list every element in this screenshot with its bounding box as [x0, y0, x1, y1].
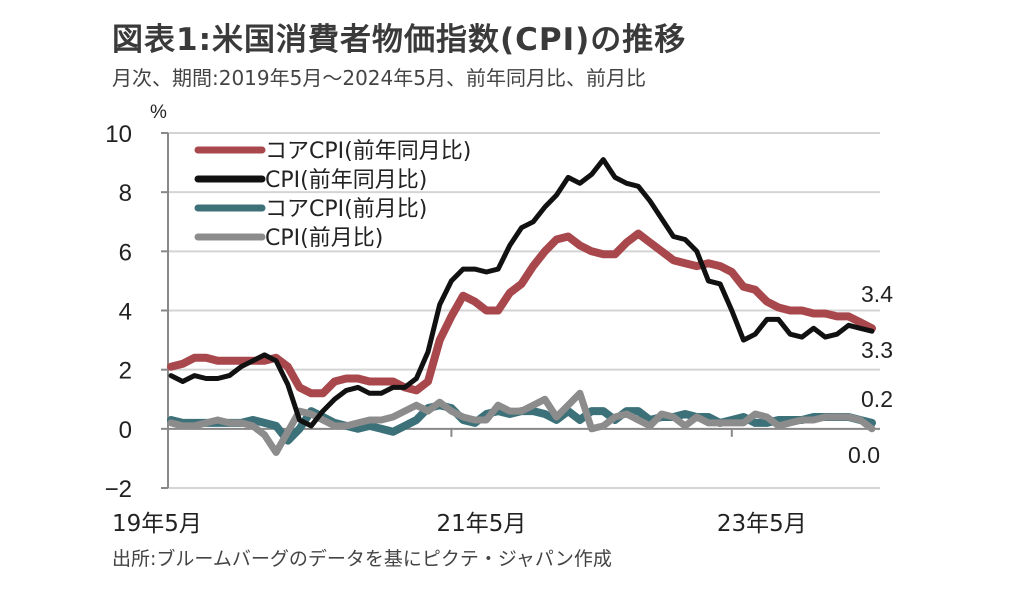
end-value-label: 0.2	[861, 386, 893, 412]
core-cpi-yoy-line	[167, 229, 876, 398]
series-lines	[167, 157, 876, 456]
gridlines	[168, 132, 880, 489]
legend: コアCPI(前年同月比) CPI(前年同月比) コアCPI(前月比) CPI(前月比)	[194, 139, 471, 251]
x-tick-label: 23年5月	[717, 511, 807, 537]
y-tick-label: 10	[105, 121, 132, 148]
legend-label: コアCPI(前年同月比)	[265, 139, 471, 164]
y-tick-label: 2	[119, 358, 132, 385]
legend-label: CPI(前年同月比)	[265, 168, 427, 193]
end-value-label: 0.0	[848, 442, 880, 468]
end-value-label: 3.3	[861, 337, 893, 363]
axes: −2 0 2 4 6 8 10 19年5月 21年5月 23年5月	[105, 121, 880, 537]
x-tick-label: 19年5月	[112, 511, 202, 537]
y-tick-label: 0	[119, 417, 132, 444]
legend-label: CPI(前月比)	[265, 226, 383, 251]
chart-title: 図表1:米国消費者物価指数(CPI)の推移	[112, 22, 687, 58]
x-tick-label: 21年5月	[436, 511, 526, 537]
y-tick-label: 6	[119, 239, 132, 266]
y-tick-label: 8	[119, 180, 132, 207]
y-tick-label: 4	[119, 299, 132, 326]
end-value-label: 3.4	[861, 281, 893, 307]
cpi-yoy-line	[168, 157, 875, 429]
end-labels: 3.4 3.3 0.2 0.0	[848, 281, 893, 468]
chart-subtitle: 月次、期間:2019年5月～2024年5月、前年同月比、前月比	[112, 66, 646, 90]
legend-label: コアCPI(前月比)	[265, 197, 427, 222]
source-note: 出所:ブルームバーグのデータを基にピクテ・ジャパン作成	[112, 548, 612, 570]
y-tick-label: −2	[105, 476, 132, 503]
y-axis-unit: %	[150, 102, 167, 123]
cpi-mom-line	[167, 389, 876, 456]
